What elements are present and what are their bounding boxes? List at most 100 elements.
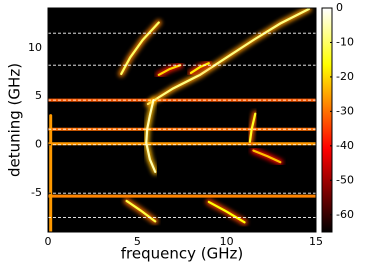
colorbar-cell: [322, 174, 332, 177]
colorbar-cell: [322, 228, 332, 231]
colorbar-cell: [322, 70, 332, 73]
colorbar-cell: [322, 82, 332, 85]
colorbar-cell: [322, 214, 332, 217]
colorbar-cell: [322, 140, 332, 143]
y-axis-label: detuning (GHz): [6, 63, 24, 177]
colorbar-cell: [322, 222, 332, 225]
colorbar-cell: [322, 30, 332, 33]
colorbar-cell: [322, 46, 332, 49]
colorbar-cell: [322, 56, 332, 59]
colorbar-cell: [322, 176, 332, 179]
colorbar-cell: [322, 130, 332, 133]
colorbar-tick-label: -40: [336, 139, 354, 152]
y-tick-label: -5: [31, 186, 42, 199]
colorbar-cell: [322, 212, 332, 215]
colorbar-cell: [322, 112, 332, 115]
colorbar-cell: [322, 194, 332, 197]
colorbar-cell: [322, 50, 332, 53]
colorbar-cell: [322, 192, 332, 195]
colorbar-cell: [322, 182, 332, 185]
colorbar-cell: [322, 164, 332, 167]
x-tick-label: 10: [220, 235, 234, 248]
colorbar-cell: [322, 58, 332, 61]
colorbar-cell: [322, 54, 332, 57]
colorbar-cell: [322, 156, 332, 159]
colorbar-cell: [322, 134, 332, 137]
y-tick-label: 10: [28, 41, 42, 54]
x-tick-label: 0: [45, 235, 52, 248]
colorbar-cell: [322, 88, 332, 91]
colorbar-cell: [322, 146, 332, 149]
colorbar-cell: [322, 86, 332, 89]
colorbar-cell: [322, 98, 332, 101]
colorbar-cell: [322, 62, 332, 65]
colorbar-cell: [322, 158, 332, 161]
colorbar-cell: [322, 104, 332, 107]
colorbar-cell: [322, 108, 332, 111]
colorbar-cell: [322, 132, 332, 135]
colorbar-cell: [322, 80, 332, 83]
colorbar-cell: [322, 226, 332, 229]
colorbar-cell: [322, 12, 332, 15]
colorbar-tick-label: -60: [336, 208, 354, 221]
colorbar-cell: [322, 26, 332, 29]
colorbar-cell: [322, 114, 332, 117]
colorbar-cell: [322, 8, 332, 11]
colorbar-cell: [322, 42, 332, 45]
x-tick-label: 15: [309, 235, 323, 248]
colorbar-cell: [322, 40, 332, 43]
colorbar-cell: [322, 196, 332, 199]
colorbar-tick-label: 0: [336, 1, 343, 14]
colorbar-cell: [322, 138, 332, 141]
colorbar-cell: [322, 44, 332, 47]
colorbar-cell: [322, 142, 332, 145]
colorbar-cell: [322, 172, 332, 175]
colorbar-cell: [322, 124, 332, 127]
plot-area: [48, 8, 316, 232]
colorbar-cell: [322, 24, 332, 27]
colorbar-cell: [322, 154, 332, 157]
colorbar-cell: [322, 120, 332, 123]
colorbar-cell: [322, 94, 332, 97]
colorbar-cell: [322, 22, 332, 25]
colorbar: [322, 8, 332, 233]
colorbar-cell: [322, 180, 332, 183]
colorbar-cell: [322, 186, 332, 189]
colorbar-cell: [322, 66, 332, 69]
trace: [157, 64, 182, 77]
colorbar-cell: [322, 224, 332, 227]
x-axis-label: frequency (GHz): [121, 245, 243, 263]
colorbar-tick-label: -50: [336, 173, 354, 186]
colorbar-cell: [322, 160, 332, 163]
colorbar-cell: [322, 102, 332, 105]
colorbar-cell: [322, 208, 332, 211]
y-tick-label: 0: [35, 138, 42, 151]
colorbar-cell: [322, 72, 332, 75]
y-tick-label: 5: [35, 89, 42, 102]
colorbar-cell: [322, 60, 332, 63]
colorbar-cell: [322, 96, 332, 99]
trace: [248, 112, 257, 143]
colorbar-cell: [322, 32, 332, 35]
colorbar-cell: [322, 10, 332, 13]
colorbar-cell: [322, 126, 332, 129]
trace: [189, 62, 210, 75]
trace: [145, 99, 157, 173]
trace: [146, 8, 310, 106]
colorbar-cell: [322, 148, 332, 151]
colorbar-cell: [322, 200, 332, 203]
colorbar-cell: [322, 52, 332, 55]
colorbar-cell: [322, 166, 332, 169]
colorbar-cell: [322, 202, 332, 205]
colorbar-cell: [322, 198, 332, 201]
colorbar-cell: [322, 106, 332, 109]
colorbar-cell: [322, 84, 332, 87]
colorbar-cell: [322, 188, 332, 191]
colorbar-cell: [322, 162, 332, 165]
colorbar-cell: [322, 128, 332, 131]
colorbar-cell: [322, 18, 332, 21]
colorbar-frame: [321, 7, 333, 233]
colorbar-tick-label: -30: [336, 104, 354, 117]
colorbar-cell: [322, 210, 332, 213]
